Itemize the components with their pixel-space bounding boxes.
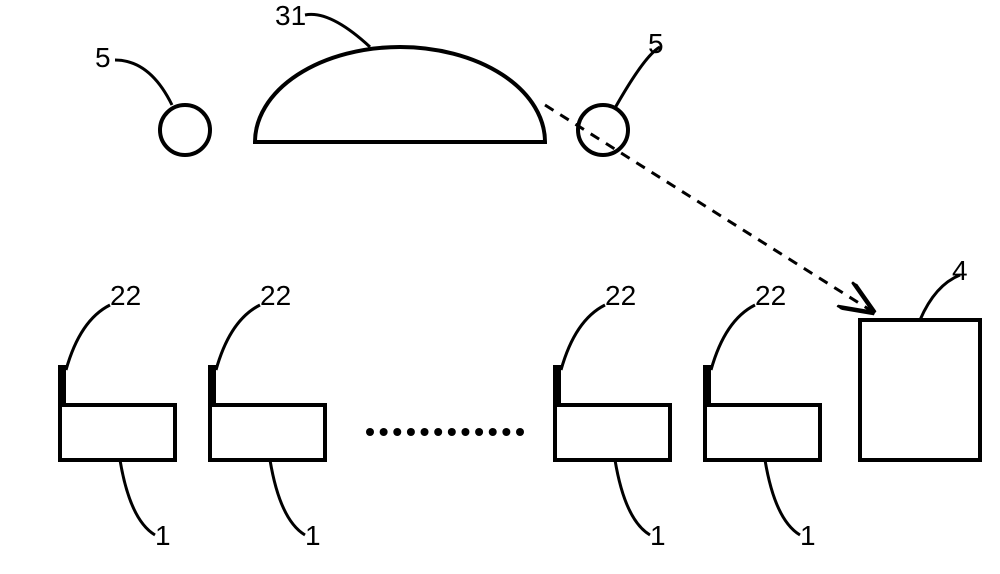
label-seat3: 1 — [650, 520, 666, 552]
label-circle-right: 5 — [648, 28, 664, 60]
label-seat4: 1 — [800, 520, 816, 552]
diagram-svg — [0, 0, 1000, 574]
label-dome: 31 — [275, 0, 306, 32]
label-seat2-top: 22 — [260, 280, 291, 312]
label-seat4-top: 22 — [755, 280, 786, 312]
label-seat2: 1 — [305, 520, 321, 552]
label-box: 4 — [952, 255, 968, 287]
label-circle-left: 5 — [95, 42, 111, 74]
label-seat3-top: 22 — [605, 280, 636, 312]
label-seat1-top: 22 — [110, 280, 141, 312]
label-seat1: 1 — [155, 520, 171, 552]
